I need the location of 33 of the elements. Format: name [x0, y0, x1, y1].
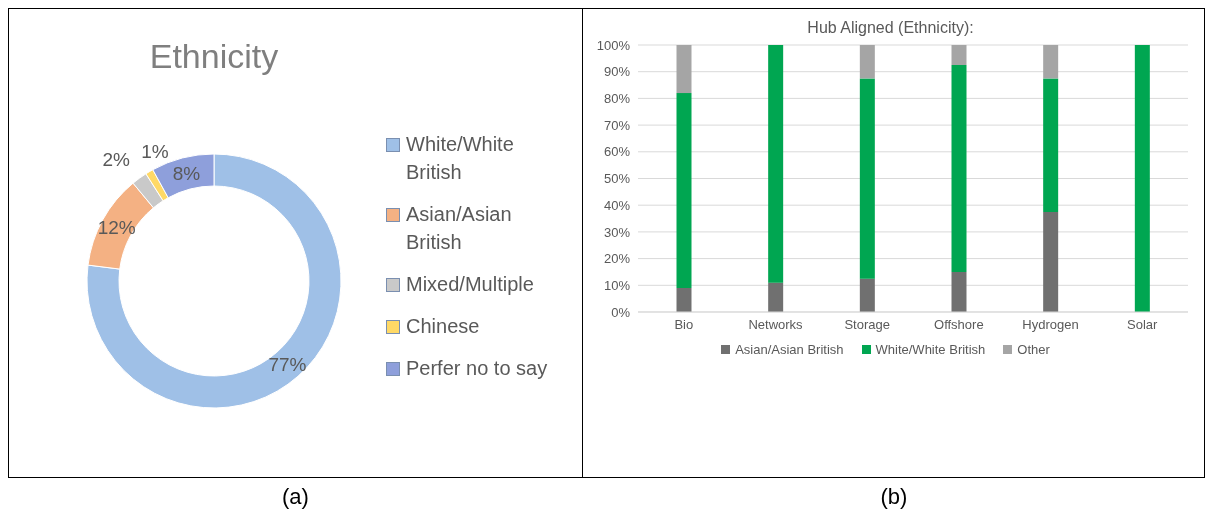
- y-tick-label: 40%: [603, 197, 631, 213]
- legend-label: White/White British: [875, 342, 986, 357]
- legend-label: Perfer no to say: [406, 356, 548, 381]
- legend-label: Asian/Asian British: [735, 342, 844, 357]
- chart-title: Hub Aligned (Ethnicity):: [806, 19, 975, 37]
- y-tick-label: 100%: [596, 37, 631, 53]
- y-tick-label: 70%: [603, 117, 631, 133]
- legend-label: Mixed/Multiple: [406, 272, 534, 297]
- y-tick-label: 20%: [603, 251, 631, 267]
- y-tick-label: 60%: [603, 144, 631, 160]
- y-tick-label: 0%: [611, 304, 631, 320]
- data-label: 1%: [141, 141, 169, 163]
- y-tick-label: 30%: [603, 224, 631, 240]
- legend-label: Asian/Asian British: [406, 202, 513, 255]
- data-label: 2%: [102, 148, 131, 170]
- chart-title: Ethnicity: [148, 37, 280, 76]
- y-tick-label: 50%: [603, 171, 631, 187]
- x-tick-label: Bio: [674, 317, 694, 333]
- x-tick-label: Solar: [1126, 317, 1159, 333]
- x-tick-label: Networks: [748, 317, 804, 333]
- y-tick-label: 80%: [603, 91, 631, 107]
- legend-label: White/White British: [406, 132, 515, 185]
- y-tick-label: 90%: [603, 64, 631, 80]
- x-tick-label: Offshore: [934, 317, 984, 333]
- x-tick-label: Storage: [844, 317, 890, 333]
- legend-label: Other: [1017, 342, 1050, 357]
- y-tick-label: 10%: [603, 277, 631, 293]
- x-tick-label: Hydrogen: [1022, 317, 1079, 333]
- data-label: 8%: [172, 162, 201, 184]
- text: (b): [879, 484, 909, 510]
- data-label: 77%: [268, 353, 307, 375]
- legend-label: Chinese: [406, 314, 480, 339]
- text: (a): [281, 484, 310, 510]
